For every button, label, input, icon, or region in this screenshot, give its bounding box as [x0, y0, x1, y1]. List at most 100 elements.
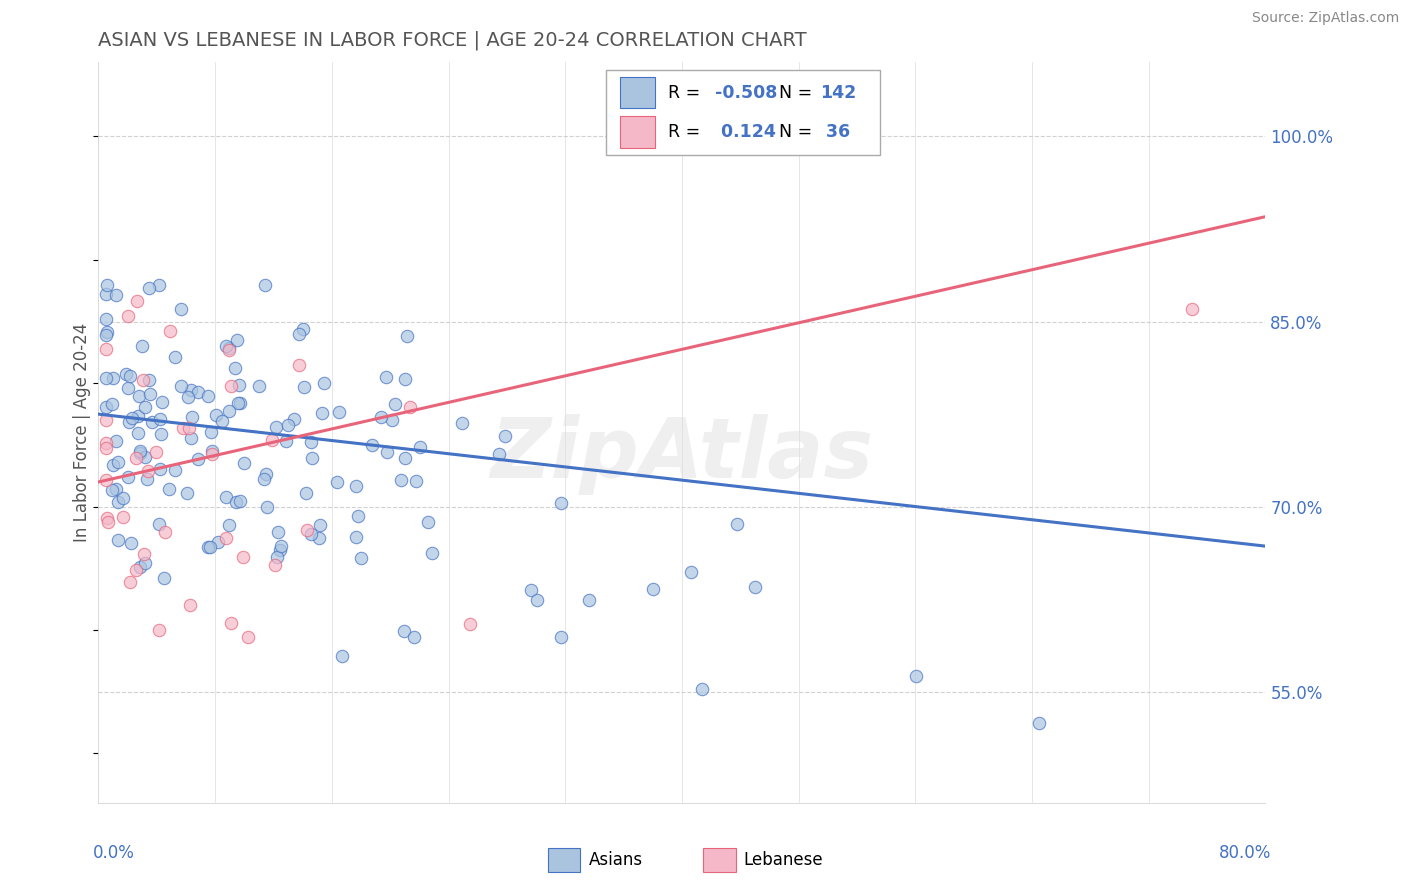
Point	[180, 383, 202, 397]
Text: Source: ZipAtlas.com: Source: ZipAtlas.com	[1251, 11, 1399, 25]
Point	[136, 464, 159, 478]
Point	[134, 556, 156, 570]
Text: 80.0%: 80.0%	[1219, 844, 1271, 862]
Point	[197, 389, 219, 403]
Point	[277, 418, 299, 433]
Point	[138, 281, 160, 295]
Point	[149, 462, 172, 476]
Point	[101, 458, 124, 472]
Point	[177, 420, 200, 434]
Text: R =: R =	[668, 84, 706, 102]
Point	[94, 342, 117, 356]
Point	[218, 341, 240, 355]
FancyBboxPatch shape	[548, 848, 581, 871]
Point	[218, 404, 240, 418]
Point	[215, 531, 238, 545]
Point	[219, 378, 242, 392]
Point	[344, 530, 367, 544]
Point	[1028, 716, 1050, 731]
Point	[117, 470, 139, 484]
Point	[274, 434, 297, 448]
Point	[488, 447, 510, 461]
Point	[204, 408, 226, 422]
Point	[550, 631, 572, 645]
Point	[330, 649, 353, 664]
Point	[526, 593, 548, 607]
Point	[294, 486, 316, 500]
Point	[159, 324, 181, 338]
Point	[344, 479, 367, 493]
Point	[97, 516, 120, 530]
Point	[395, 329, 418, 343]
Point	[94, 441, 117, 455]
Point	[125, 450, 148, 465]
Point	[381, 413, 404, 427]
Point	[94, 312, 117, 326]
Point	[141, 415, 163, 429]
Point	[94, 413, 117, 427]
FancyBboxPatch shape	[620, 78, 655, 109]
Point	[134, 450, 156, 464]
Point	[520, 582, 543, 597]
Point	[394, 372, 416, 386]
Point	[117, 309, 139, 323]
Point	[264, 419, 287, 434]
Point	[292, 380, 315, 394]
Point	[266, 549, 288, 564]
Point	[187, 385, 209, 400]
Point	[350, 551, 373, 566]
Point	[114, 367, 136, 381]
Point	[197, 540, 219, 554]
Point	[200, 425, 222, 440]
Point	[107, 533, 129, 548]
Point	[127, 425, 149, 440]
Point	[94, 473, 117, 487]
Point	[127, 294, 149, 309]
Point	[288, 327, 311, 342]
Point	[311, 406, 333, 420]
Point	[187, 452, 209, 467]
Point	[170, 379, 193, 393]
Point	[389, 473, 412, 487]
Text: R =: R =	[668, 123, 706, 141]
Point	[176, 486, 198, 500]
FancyBboxPatch shape	[620, 117, 655, 147]
Point	[267, 525, 290, 540]
Point	[375, 445, 398, 459]
FancyBboxPatch shape	[606, 70, 880, 155]
Point	[165, 463, 187, 477]
Point	[418, 516, 440, 530]
Point	[225, 333, 247, 347]
Point	[94, 287, 117, 301]
Point	[165, 350, 187, 364]
Point	[149, 411, 172, 425]
Point	[494, 429, 516, 443]
Point	[405, 474, 427, 488]
Point	[214, 490, 236, 504]
Point	[101, 483, 124, 497]
Point	[228, 377, 250, 392]
Point	[118, 415, 141, 429]
Point	[112, 491, 135, 505]
Point	[179, 598, 201, 612]
Point	[148, 517, 170, 532]
Point	[180, 431, 202, 445]
Point	[101, 397, 124, 411]
Point	[181, 409, 204, 424]
Text: Asians: Asians	[589, 851, 643, 869]
Point	[94, 327, 117, 342]
Point	[207, 534, 229, 549]
Point	[229, 395, 252, 409]
Point	[399, 400, 422, 414]
Point	[129, 559, 152, 574]
Point	[402, 630, 425, 644]
Point	[326, 475, 349, 490]
Point	[226, 396, 249, 410]
Point	[297, 523, 319, 537]
Point	[214, 339, 236, 353]
Point	[232, 549, 254, 564]
Point	[96, 277, 118, 292]
Text: N =: N =	[779, 84, 817, 102]
Point	[128, 388, 150, 402]
Text: N =: N =	[779, 123, 817, 141]
